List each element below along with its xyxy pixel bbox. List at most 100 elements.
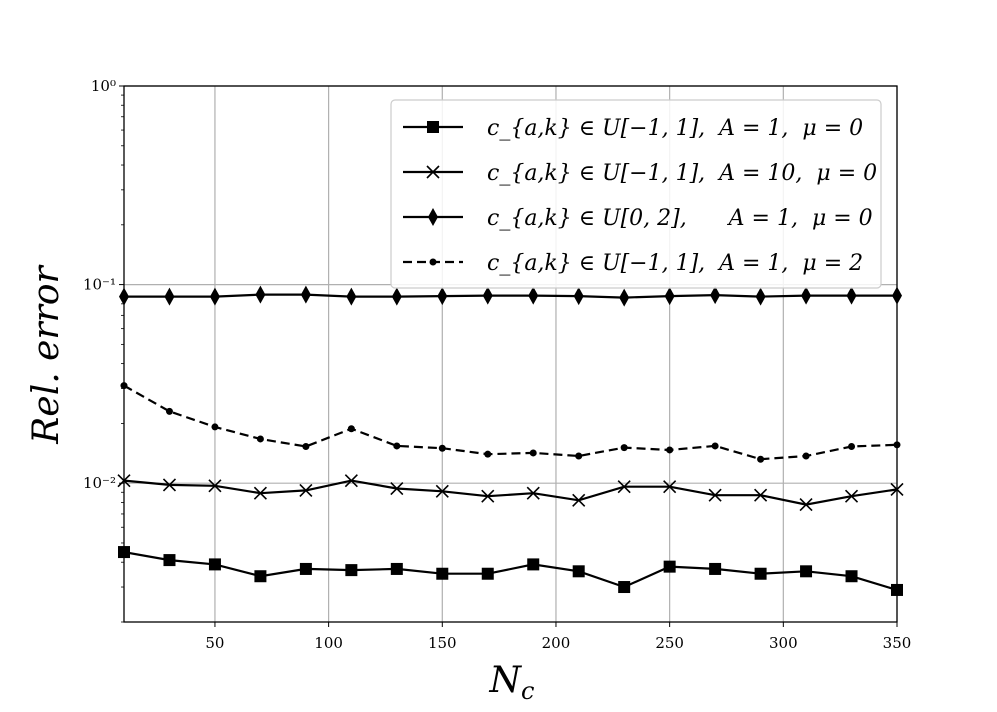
data-point xyxy=(437,287,448,306)
data-point xyxy=(164,287,175,306)
data-point xyxy=(800,565,813,578)
series-line xyxy=(123,384,898,461)
x-tick-label: 50 xyxy=(205,634,224,652)
data-point xyxy=(347,425,355,433)
data-point xyxy=(393,442,401,450)
series-1 xyxy=(118,546,903,596)
legend-marker xyxy=(426,165,440,179)
x-tick-label: 350 xyxy=(883,634,912,652)
legend-label: c_{a,k} ∈ U[−1, 1], A = 1, μ = 2 xyxy=(487,251,863,276)
data-point xyxy=(253,486,267,500)
y-tick-label: 10⁰ xyxy=(91,77,116,95)
legend-item: c_{a,k} ∈ U[−1, 1], A = 10, μ = 0 xyxy=(403,161,877,186)
data-point xyxy=(572,493,586,507)
legend-marker xyxy=(428,208,438,226)
series-line xyxy=(123,479,898,506)
data-point xyxy=(209,287,220,306)
plot-frame xyxy=(123,85,898,623)
data-point xyxy=(801,286,812,305)
data-point xyxy=(848,443,856,451)
data-point xyxy=(391,287,402,306)
legend-label: c_{a,k} ∈ U[0, 2], A = 1, μ = 0 xyxy=(487,206,873,231)
data-point xyxy=(799,498,813,512)
data-point xyxy=(663,480,677,494)
data-point xyxy=(618,581,631,594)
data-point xyxy=(211,423,219,431)
data-point xyxy=(344,474,358,488)
y-tick-label: 10⁻² xyxy=(83,474,116,492)
series-line xyxy=(124,293,897,299)
data-point xyxy=(617,480,631,494)
legend-item: c_{a,k} ∈ U[−1, 1], A = 1, μ = 0 xyxy=(403,116,863,141)
data-point xyxy=(526,486,540,500)
data-point xyxy=(709,562,722,575)
legend-label: c_{a,k} ∈ U[−1, 1], A = 1, μ = 0 xyxy=(487,116,863,141)
x-tick-label: 200 xyxy=(542,634,571,652)
data-point xyxy=(573,287,584,306)
data-point xyxy=(208,558,221,571)
data-point xyxy=(390,481,404,496)
data-point xyxy=(438,444,446,452)
x-axis-label: Nc xyxy=(489,660,535,705)
data-point xyxy=(619,288,630,307)
legend-marker xyxy=(429,258,437,266)
series-line xyxy=(123,551,898,592)
data-point xyxy=(572,565,585,578)
y-axis-label: Rel. error xyxy=(26,265,67,445)
data-point xyxy=(481,567,494,580)
data-point xyxy=(527,558,540,571)
legend-label: c_{a,k} ∈ U[−1, 1], A = 10, μ = 0 xyxy=(487,161,877,186)
data-point xyxy=(165,407,173,415)
data-point xyxy=(436,567,449,580)
data-point xyxy=(663,560,676,573)
data-point xyxy=(162,478,177,492)
data-point xyxy=(346,287,357,306)
data-point xyxy=(300,285,311,304)
series-layer xyxy=(117,285,904,596)
data-point xyxy=(664,287,675,306)
y-tick-label: 10⁻¹ xyxy=(83,276,116,294)
data-point xyxy=(666,446,674,454)
legend-item: c_{a,k} ∈ U[0, 2], A = 1, μ = 0 xyxy=(403,206,873,231)
series-3 xyxy=(119,285,902,307)
data-point xyxy=(711,442,719,450)
legend-item: c_{a,k} ∈ U[−1, 1], A = 1, μ = 2 xyxy=(403,251,863,276)
data-point xyxy=(575,452,583,460)
data-point xyxy=(754,488,768,502)
data-point xyxy=(620,444,628,452)
legend: c_{a,k} ∈ U[−1, 1], A = 1, μ = 0 c_{a,k} … xyxy=(390,99,882,289)
legend-box xyxy=(390,99,882,289)
data-point xyxy=(256,435,264,443)
legend-marker xyxy=(427,121,439,133)
series-2 xyxy=(117,474,904,512)
data-point xyxy=(710,286,721,305)
x-tick-label: 150 xyxy=(428,634,457,652)
x-tick-label: 300 xyxy=(769,634,798,652)
series-4 xyxy=(120,382,901,463)
data-point xyxy=(345,564,358,577)
data-point xyxy=(390,562,403,575)
data-point xyxy=(529,449,537,457)
data-point xyxy=(254,570,267,583)
data-point xyxy=(302,443,310,451)
axis-ticks: 50 100 150 200 250 300 350 10⁻² 10⁻¹ 10⁰ xyxy=(83,77,911,652)
data-point xyxy=(708,488,722,502)
data-point xyxy=(845,570,858,583)
data-point xyxy=(754,567,767,580)
data-point xyxy=(255,285,266,304)
data-point xyxy=(299,562,312,575)
data-point xyxy=(482,286,493,305)
data-point xyxy=(844,489,859,503)
data-point xyxy=(755,287,766,306)
x-tick-label: 100 xyxy=(314,634,343,652)
data-point xyxy=(435,484,449,498)
x-tick-label: 250 xyxy=(655,634,684,652)
data-point xyxy=(846,286,857,305)
data-point xyxy=(299,483,313,497)
data-point xyxy=(481,489,495,503)
data-point xyxy=(484,450,492,458)
data-point xyxy=(802,452,810,460)
data-point xyxy=(208,479,222,493)
data-point xyxy=(528,286,539,305)
